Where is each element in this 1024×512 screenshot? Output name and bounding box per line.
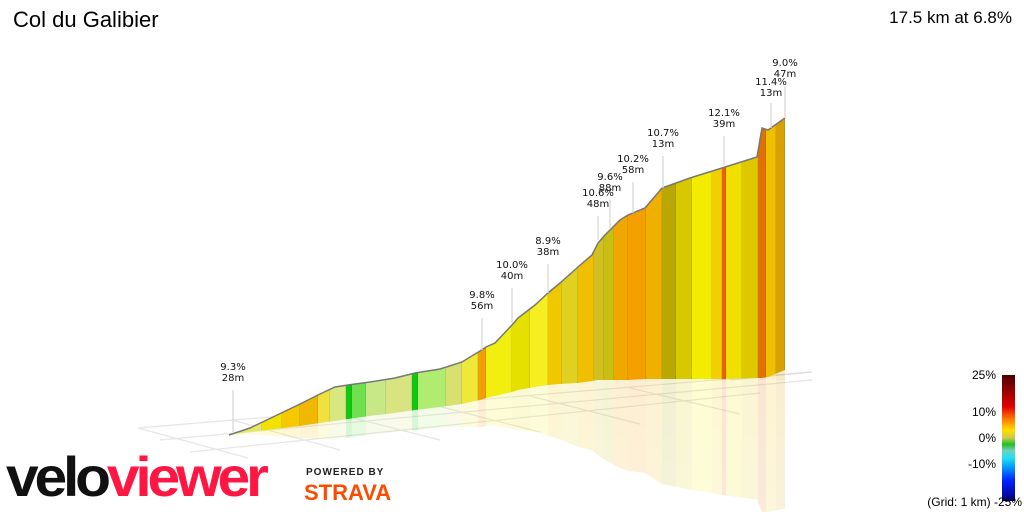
svg-text:56m: 56m (471, 301, 493, 312)
svg-text:10.0%: 10.0% (496, 260, 528, 271)
svg-text:10.2%: 10.2% (617, 154, 649, 165)
svg-text:40m: 40m (501, 271, 523, 282)
grid-scale-note: (Grid: 1 km) -25% (927, 495, 1022, 509)
powered-by-label: POWERED BY (306, 467, 385, 478)
svg-text:58m: 58m (622, 165, 644, 176)
svg-text:38m: 38m (537, 247, 559, 258)
legend-label-minus10: -10% (967, 457, 996, 471)
legend-label-25: 25% (971, 368, 996, 382)
svg-text:9.0%: 9.0% (772, 58, 797, 69)
legend-label-0: 0% (978, 431, 996, 445)
veloviewer-logo[interactable]: veloviewer (6, 445, 269, 508)
svg-text:9.6%: 9.6% (597, 172, 622, 183)
svg-text:10.7%: 10.7% (647, 128, 679, 139)
svg-text:11.4%: 11.4% (755, 77, 787, 88)
svg-text:13m: 13m (652, 139, 674, 150)
legend-label-10: 10% (971, 405, 996, 419)
segment-annotations: 9.3%28m 9.8%56m 10.0%40m 8.9%38m 10.6%48m 9.6… (220, 58, 798, 432)
svg-text:12.1%: 12.1% (708, 108, 740, 119)
legend-label-minus25: -25% (993, 495, 1022, 509)
svg-text:39m: 39m (713, 119, 735, 130)
svg-text:28m: 28m (222, 373, 244, 384)
climb-title: Col du Galibier (13, 7, 159, 32)
svg-text:48m: 48m (587, 199, 609, 210)
climb-summary: 17.5 km at 6.8% (889, 8, 1012, 27)
gradient-color-scale (1002, 375, 1015, 501)
profile-outline (228, 117, 786, 436)
svg-text:9.8%: 9.8% (469, 290, 494, 301)
svg-text:9.3%: 9.3% (220, 362, 245, 373)
svg-text:10.6%: 10.6% (582, 188, 614, 199)
svg-text:13m: 13m (760, 88, 782, 99)
svg-text:47m: 47m (774, 69, 796, 80)
svg-text:8.9%: 8.9% (535, 236, 560, 247)
strava-logo[interactable]: STRAVA (304, 480, 392, 505)
svg-text:88m: 88m (599, 183, 621, 194)
